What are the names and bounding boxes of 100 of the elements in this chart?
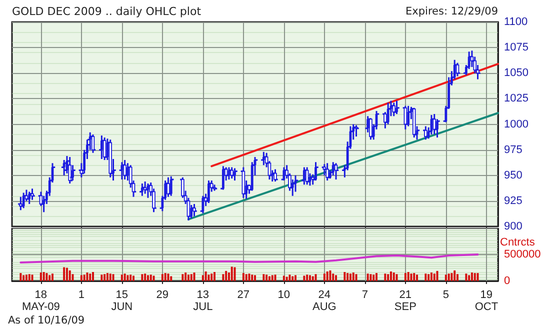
bar [308, 275, 311, 281]
bar [48, 275, 51, 281]
bar [470, 272, 473, 281]
bar [430, 272, 432, 281]
bar [396, 274, 398, 281]
bar [352, 272, 354, 281]
bar [288, 274, 291, 281]
bar [355, 274, 358, 281]
bar [187, 274, 190, 281]
bar [329, 270, 332, 281]
bar [326, 271, 328, 281]
bar [222, 274, 224, 281]
bar [193, 272, 196, 281]
bar [407, 272, 410, 281]
bar [323, 274, 326, 281]
bar [167, 274, 170, 281]
bar [392, 272, 395, 281]
y-tick-label: 1000 [504, 118, 528, 130]
y-tick-label: 500000 [504, 248, 541, 260]
x-tick-label: 24 AUG [312, 289, 336, 313]
bar [292, 276, 294, 281]
bar [141, 274, 144, 281]
y-tick-label: 1050 [504, 67, 528, 80]
bar [130, 274, 132, 281]
bar [25, 274, 28, 281]
bar [294, 275, 296, 281]
bar [126, 275, 129, 281]
bar [306, 274, 308, 281]
bar [202, 275, 204, 281]
bar [22, 275, 25, 281]
y-tick-label: 925 [504, 194, 522, 207]
bar [349, 274, 352, 281]
bar [161, 274, 164, 281]
bar [225, 270, 228, 281]
bar [268, 276, 270, 281]
bar [66, 268, 68, 281]
bar [312, 276, 314, 281]
bar [144, 274, 146, 281]
x-tick-label: 21 SEP [394, 289, 416, 313]
bar [190, 274, 192, 281]
bar [52, 274, 54, 281]
bar [450, 273, 453, 281]
bar [366, 274, 369, 281]
bar [376, 273, 378, 281]
bar [245, 274, 248, 281]
bar [89, 274, 92, 281]
x-tick-label: 5 [442, 289, 449, 301]
bar [387, 274, 390, 281]
y-axis-title: Cntrcts [500, 236, 536, 248]
bar [104, 274, 106, 281]
bar [112, 274, 114, 281]
bar [234, 267, 236, 281]
y-tick-label: 1100 [504, 16, 528, 28]
bar [314, 274, 317, 281]
bar [208, 274, 210, 281]
bar [28, 274, 30, 281]
bar [146, 275, 149, 281]
bar [424, 274, 427, 281]
x-tick-label: 27 [237, 289, 250, 301]
bar [184, 272, 187, 281]
x-tick-label: 7 [362, 289, 368, 301]
y-tick-label: 1075 [504, 42, 528, 54]
y-tick-label: 900 [504, 220, 522, 232]
bar [100, 274, 103, 281]
bar [31, 274, 34, 281]
x-tick-label: 18 MAY-09 [22, 289, 60, 313]
bar [68, 270, 71, 281]
text: Expires: 12/29/09 [406, 6, 498, 18]
bar [444, 274, 447, 281]
bar [454, 270, 456, 281]
bar [286, 276, 288, 281]
y-tick-label: 950 [504, 169, 522, 182]
bar [248, 274, 250, 281]
bar [42, 272, 45, 281]
text: As of 10/16/09 [8, 314, 85, 326]
bar [83, 274, 86, 281]
bar [384, 274, 386, 281]
bar [271, 275, 274, 281]
line-series [20, 254, 479, 264]
x-tick-label: 1 [78, 289, 84, 301]
bar [344, 272, 346, 281]
bar [468, 275, 470, 281]
bar [262, 274, 265, 281]
bar [332, 274, 334, 281]
bar [474, 273, 476, 281]
bar [106, 273, 108, 281]
bar [109, 274, 112, 281]
x-tick-label: 19 OCT [474, 289, 498, 313]
bar [456, 274, 458, 281]
bar [46, 273, 48, 281]
bar [266, 274, 268, 281]
y-tick-label: 1025 [504, 92, 528, 105]
bar [124, 274, 126, 281]
bar [214, 272, 216, 281]
x-tick-label: 15 JUN [111, 289, 133, 313]
bar [370, 274, 372, 281]
bar [410, 274, 412, 281]
bar [433, 274, 436, 281]
bar [416, 274, 418, 281]
bar [346, 273, 349, 281]
